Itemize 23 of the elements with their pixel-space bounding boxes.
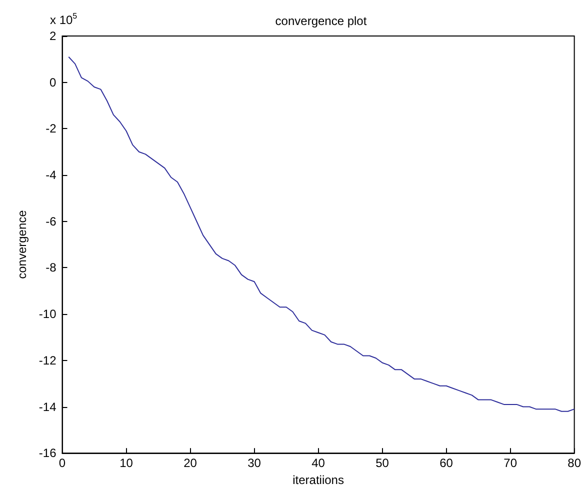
x-tick-label: 0 [58, 456, 66, 470]
y-tick-label: 2 [50, 29, 57, 43]
x-axis-title: iteratiions [292, 473, 344, 487]
x-tick-label: 80 [568, 456, 582, 470]
y-tick-label: -14 [38, 400, 57, 414]
x-tick-label: 20 [184, 456, 198, 470]
chart-title: convergence plot [275, 14, 368, 28]
x-tick-label: 10 [120, 456, 134, 470]
y-tick-label: 0 [50, 75, 57, 90]
y-tick-label: -6 [46, 214, 57, 228]
y-tick-label: -10 [38, 307, 57, 322]
y-tick-label: -8 [46, 260, 57, 275]
y-tick-label: -2 [46, 122, 57, 136]
line-series [68, 56, 575, 412]
x-tick-label: 50 [376, 456, 390, 470]
y-tick-label: -12 [38, 353, 57, 368]
y-tick-label: -16 [38, 446, 57, 460]
y-tick-label: -4 [46, 168, 57, 182]
x-tick-label: 60 [440, 456, 454, 470]
x-tick-label: 40 [312, 456, 326, 470]
x-tick-label: 70 [504, 456, 518, 470]
x-tick-label: 30 [248, 456, 262, 470]
y-axis-title: convergence [15, 210, 29, 279]
